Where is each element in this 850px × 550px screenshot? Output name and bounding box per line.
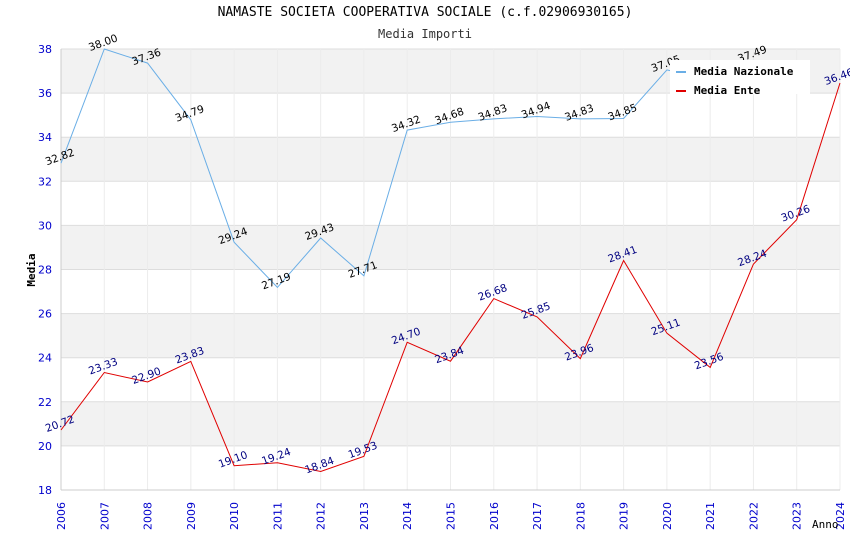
x-axis-title: Anno	[812, 518, 839, 531]
y-tick-label: 38	[38, 43, 52, 56]
data-label: 34.83	[563, 102, 595, 124]
y-tick-label: 22	[38, 396, 52, 409]
legend-box	[670, 60, 810, 94]
data-label: 34.94	[520, 100, 553, 122]
y-tick-label: 18	[38, 484, 52, 497]
x-tick-label: 2020	[661, 502, 674, 530]
y-tick-label: 24	[38, 352, 52, 365]
legend-label-2: Media Ente	[694, 84, 761, 97]
x-tick-label: 2021	[704, 502, 717, 530]
x-tick-label: 2012	[315, 502, 328, 530]
x-tick-label: 2015	[445, 502, 458, 530]
y-tick-label: 28	[38, 264, 52, 277]
y-tick-label: 30	[38, 219, 52, 232]
x-tick-label: 2011	[271, 502, 284, 530]
y-tick-label: 20	[38, 440, 52, 453]
data-label: 18.84	[303, 455, 336, 477]
x-tick-label: 2016	[488, 502, 501, 530]
x-tick-label: 2014	[401, 502, 414, 530]
x-tick-label: 2009	[185, 502, 198, 530]
data-label: 34.85	[606, 102, 638, 124]
x-tick-label: 2019	[618, 502, 631, 530]
x-tick-label: 2013	[358, 502, 371, 530]
y-tick-label: 36	[38, 87, 52, 100]
y-tick-label: 32	[38, 175, 52, 188]
x-tick-label: 2017	[531, 502, 544, 530]
data-label: 34.68	[433, 106, 465, 128]
data-label: 22.90	[130, 365, 162, 387]
y-axis-title: Media	[25, 253, 38, 286]
x-tick-label: 2018	[574, 502, 587, 530]
x-tick-label: 2006	[55, 502, 68, 530]
y-tick-label: 26	[38, 308, 52, 321]
x-tick-label: 2007	[98, 502, 111, 530]
data-label: 30.26	[780, 203, 813, 225]
data-label: 19.10	[217, 449, 249, 471]
x-tick-label: 2024	[834, 502, 847, 530]
y-tick-label: 34	[38, 131, 52, 144]
x-tick-label: 2010	[228, 502, 241, 530]
x-tick-label: 2022	[747, 502, 760, 530]
chart-subtitle: Media Importi	[378, 27, 472, 41]
x-tick-label: 2023	[791, 502, 804, 530]
legend-label-1: Media Nazionale	[694, 65, 794, 78]
data-label: 34.83	[477, 102, 509, 124]
series-line-2	[60, 82, 841, 473]
x-tick-label: 2008	[142, 502, 155, 530]
chart-title: NAMASTE SOCIETA COOPERATIVA SOCIALE (c.f…	[217, 5, 633, 20]
data-label: 34.79	[174, 103, 206, 125]
series-line-1	[60, 48, 754, 289]
